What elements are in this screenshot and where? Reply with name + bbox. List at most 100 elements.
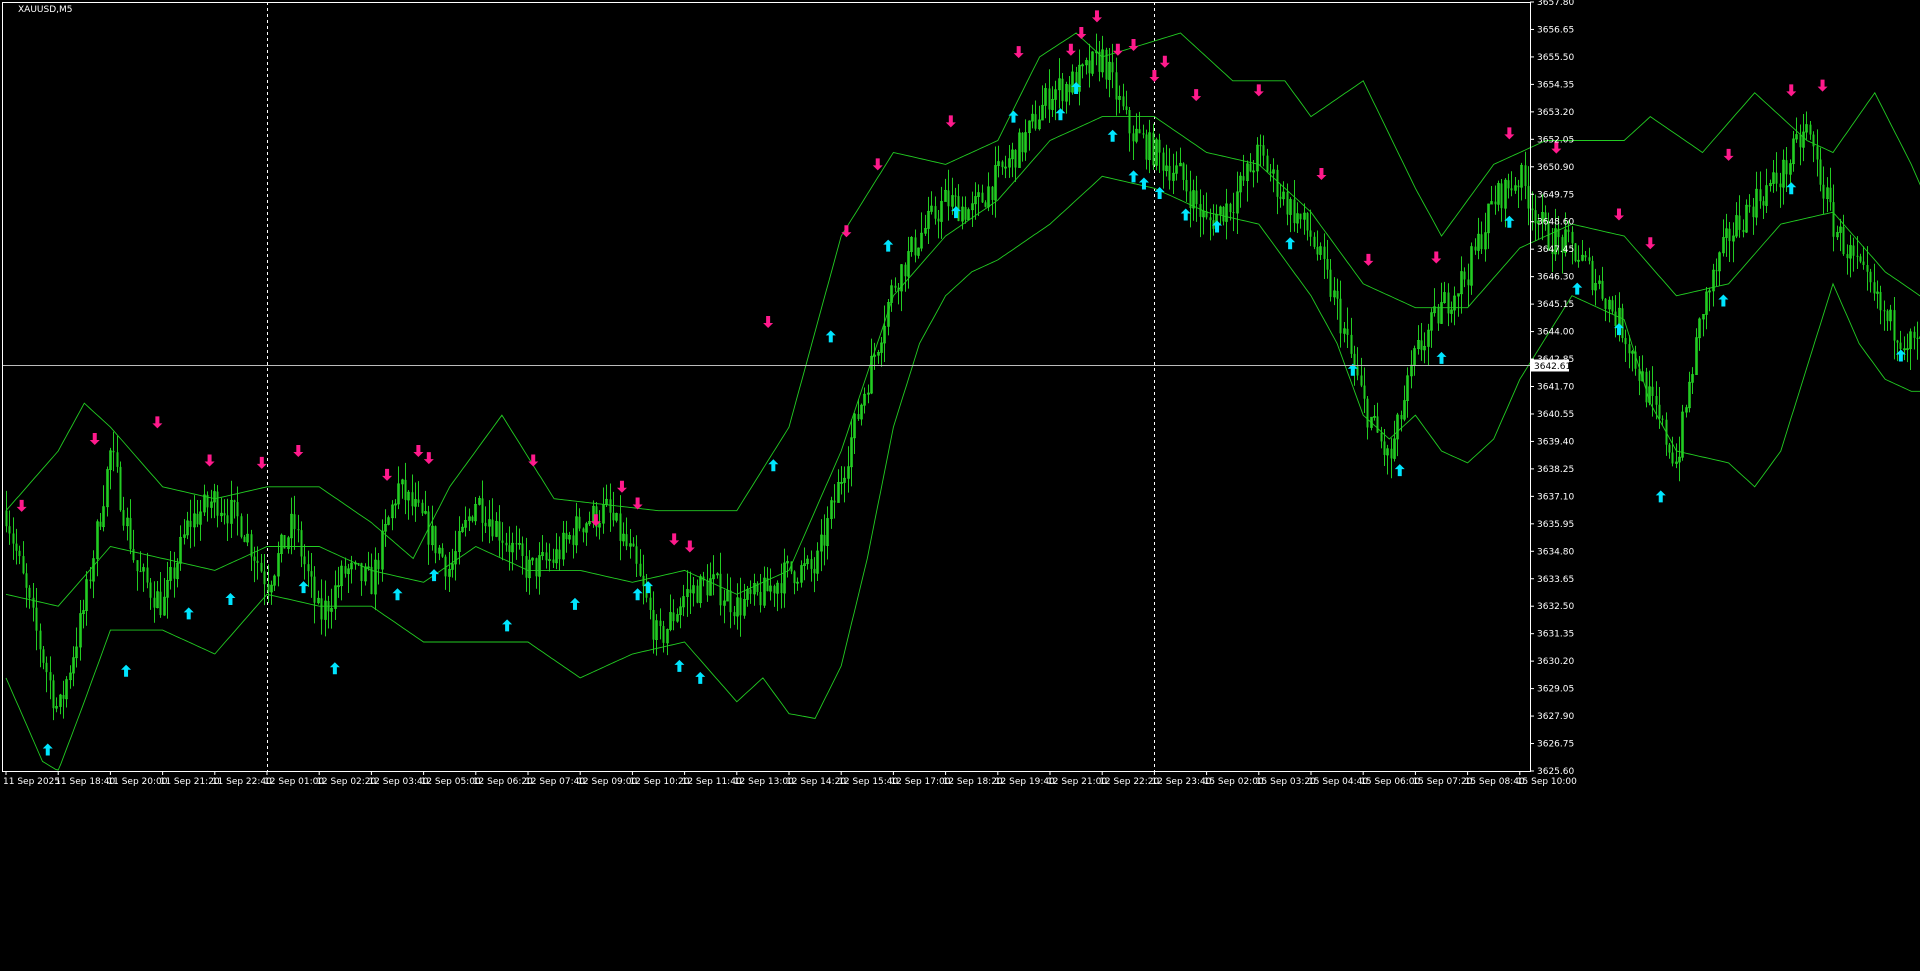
y-tick-label: 3646.30 [1537, 273, 1574, 283]
candle-body [358, 563, 360, 564]
candle-body [1853, 246, 1855, 256]
candle-body [217, 492, 219, 516]
candle-body [6, 511, 8, 527]
candle-body [26, 573, 28, 588]
candle-body [1672, 453, 1674, 464]
candle-body [730, 591, 732, 612]
candle-body [492, 520, 494, 537]
candle-body [1327, 259, 1329, 270]
candle-body [150, 583, 152, 598]
y-tick-label: 3653.20 [1537, 108, 1574, 118]
y-tick-label: 3632.50 [1537, 602, 1574, 612]
candle-body [1123, 96, 1125, 106]
candle-body [1260, 145, 1262, 146]
candle-body [308, 564, 310, 571]
y-tick-label: 3645.15 [1537, 300, 1574, 310]
candle [1019, 129, 1021, 168]
candle-body [811, 559, 813, 569]
candle-body [1300, 214, 1302, 220]
candle-body [485, 523, 487, 526]
candle-body [1669, 445, 1671, 453]
candle-body [774, 586, 776, 593]
candle-body [1884, 310, 1886, 311]
candle-body [1099, 52, 1101, 72]
candle-body [1813, 135, 1815, 147]
candle-body [1495, 202, 1497, 205]
y-tick-label: 3648.60 [1537, 218, 1574, 228]
candle-body [1347, 329, 1349, 335]
candle [1592, 256, 1594, 295]
candle-body [251, 534, 253, 556]
candle-body [1860, 256, 1862, 261]
y-tick-label: 3656.65 [1537, 25, 1574, 35]
candle [1575, 243, 1577, 262]
candle-body [133, 549, 135, 560]
candle-body [123, 510, 125, 526]
candle-body [1572, 232, 1574, 243]
candle-body [1817, 146, 1819, 159]
candle-body [895, 286, 897, 288]
candle-body [1501, 183, 1503, 208]
candle-body [43, 649, 45, 663]
candle-body [1589, 257, 1591, 261]
candle-body [284, 535, 286, 548]
candle-body [1532, 209, 1534, 211]
y-tick-label: 3627.90 [1537, 712, 1574, 722]
candle-body [573, 535, 575, 544]
candle-body [1575, 243, 1577, 261]
candle-body [254, 557, 256, 561]
candle-body [1129, 110, 1131, 133]
candle-body [516, 543, 518, 544]
candle-body [1753, 207, 1755, 217]
candle-body [190, 521, 192, 527]
candle-body [1126, 106, 1128, 110]
candle-body [1314, 237, 1316, 247]
candle-body [1139, 129, 1141, 133]
candle-body [90, 580, 92, 581]
candle-body [13, 533, 15, 543]
candle-body [1847, 254, 1849, 258]
candle-body [1337, 291, 1339, 299]
y-tick-label: 3638.25 [1537, 465, 1574, 475]
candle-body [1116, 72, 1118, 99]
y-tick-label: 3649.75 [1537, 190, 1574, 200]
candle-body [1206, 211, 1208, 217]
candle-body [1351, 335, 1353, 354]
candle-body [1267, 156, 1269, 172]
candle-body [1391, 449, 1393, 459]
candle-body [653, 610, 655, 640]
candle-body [371, 567, 373, 594]
candle [284, 535, 286, 549]
candle-body [1833, 202, 1835, 237]
candle-body [734, 612, 736, 616]
candle-body [791, 561, 793, 571]
candle-body [1377, 416, 1379, 432]
candle-body [1558, 229, 1560, 237]
candle-body [794, 571, 796, 583]
candle-body [264, 571, 266, 584]
candle [1156, 138, 1158, 171]
y-tick-label: 3644.00 [1537, 328, 1574, 338]
candle-body [767, 578, 769, 591]
candle-body [1481, 234, 1483, 249]
candle-body [1035, 114, 1037, 128]
candle-body [1646, 372, 1648, 403]
candle-body [1364, 386, 1366, 399]
candle-body [1112, 62, 1114, 72]
candle-body [1475, 247, 1477, 251]
candle-body [1568, 230, 1570, 232]
candle-body [1401, 415, 1403, 419]
y-tick-label: 3647.45 [1537, 245, 1574, 255]
candle-body [257, 561, 259, 563]
price-axis[interactable]: 3657.803656.653655.503654.353653.203652.… [1530, 0, 1574, 777]
candle-body [1354, 354, 1356, 366]
candle-body [137, 560, 139, 571]
candle-body [1421, 340, 1423, 349]
candle-body [1743, 230, 1745, 232]
y-tick-label: 3650.90 [1537, 163, 1574, 173]
candle-body [428, 511, 430, 544]
candle-body [1159, 140, 1161, 153]
candle-body [750, 589, 752, 593]
